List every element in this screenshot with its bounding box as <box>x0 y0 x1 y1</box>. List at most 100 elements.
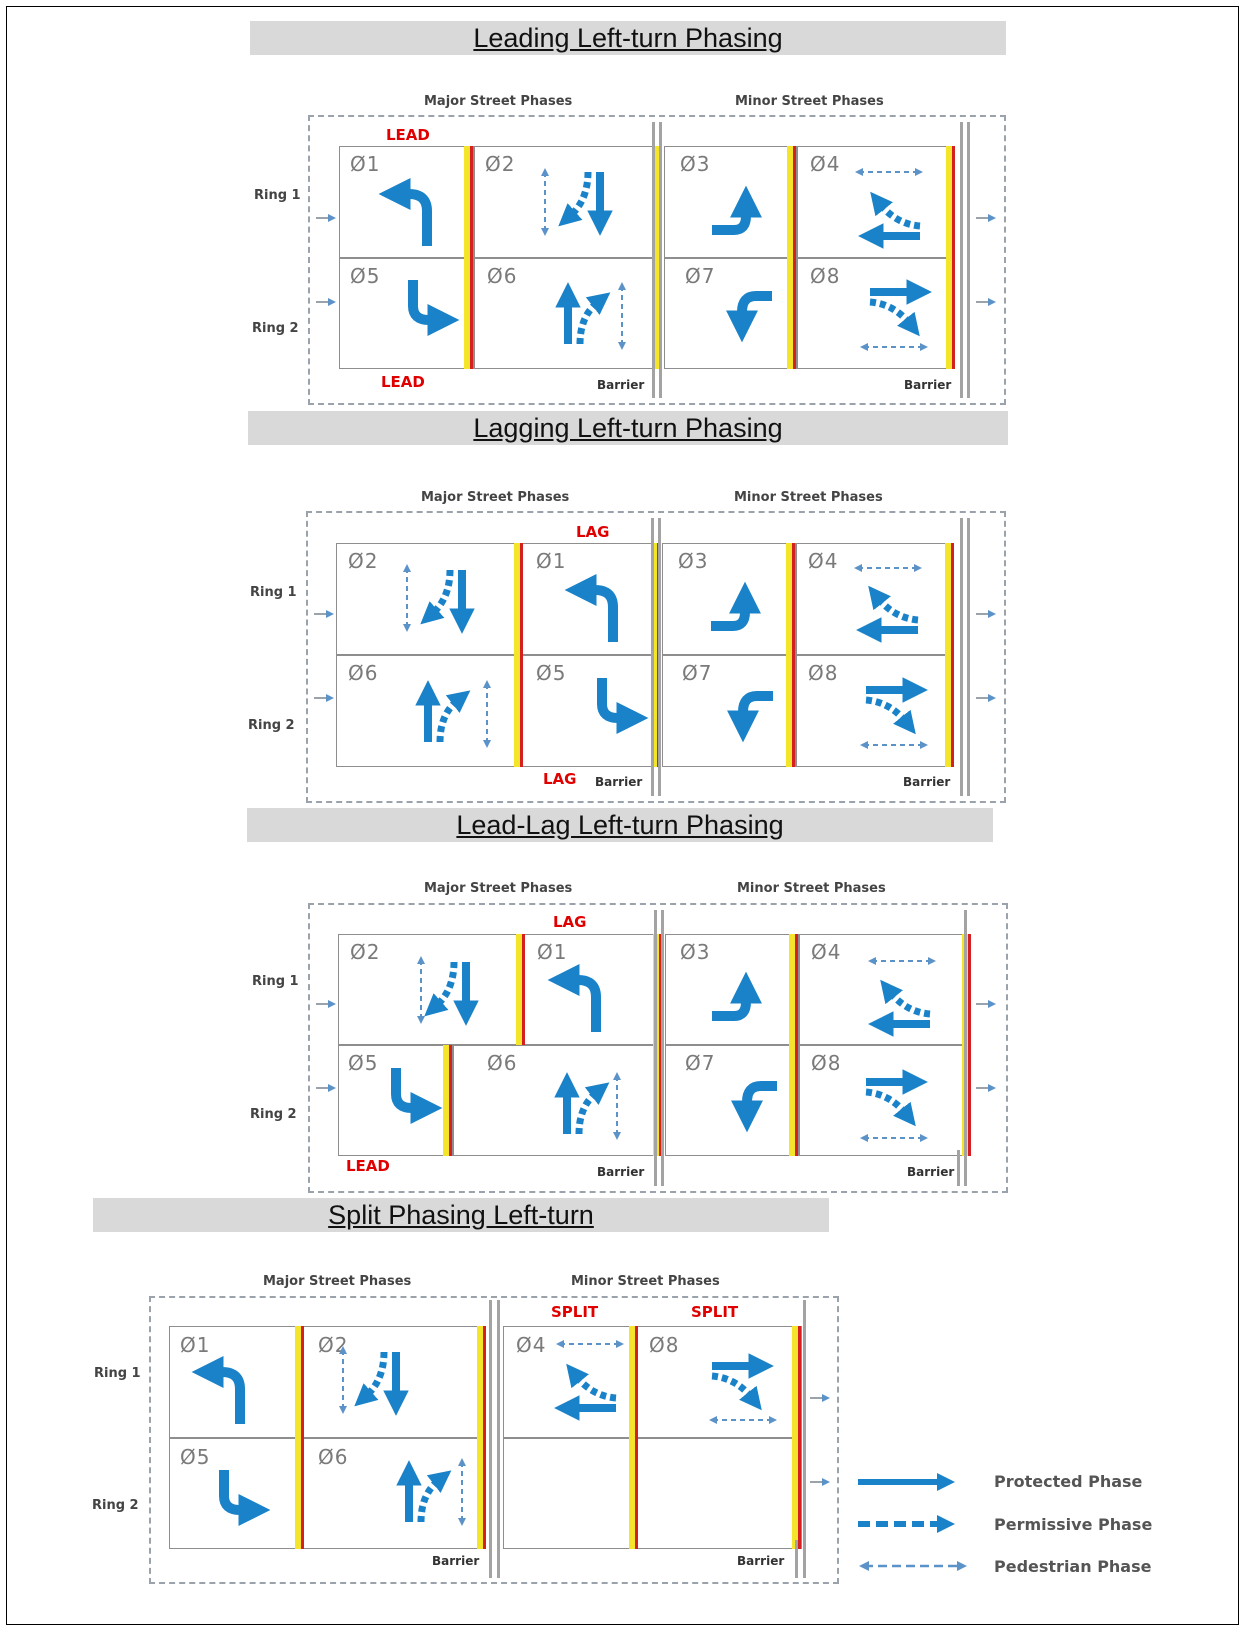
phase-number: Ø5 <box>350 264 381 288</box>
phase-number: Ø2 <box>348 549 379 573</box>
section-banner-split: Split Phasing Left-turn <box>93 1198 829 1232</box>
change-interval-bar <box>946 146 955 369</box>
phase-number: Ø1 <box>536 549 567 573</box>
split-label: SPLIT <box>691 1303 739 1321</box>
barrier-line <box>967 122 970 398</box>
ring2-label: Ring 2 <box>92 1498 139 1513</box>
split-label: SPLIT <box>551 1303 599 1321</box>
figure-frame <box>6 6 1239 1625</box>
section-banner-leadlag: Lead-Lag Left-turn Phasing <box>247 808 993 842</box>
phase-cell <box>338 934 524 1045</box>
barrier-line <box>489 1300 492 1578</box>
phase-number: Ø8 <box>808 661 839 685</box>
major-street-label: Major Street Phases <box>424 94 573 109</box>
barrier-label: Barrier <box>597 1165 645 1179</box>
change-interval-bar <box>653 934 662 1156</box>
barrier-label: Barrier <box>597 378 645 392</box>
phase-number: Ø1 <box>350 152 381 176</box>
phase-number: Ø2 <box>485 152 516 176</box>
barrier-line <box>652 122 655 398</box>
section-title: Leading Left-turn Phasing <box>473 22 783 53</box>
change-interval-bar <box>464 146 473 369</box>
change-interval-bar <box>443 1045 452 1156</box>
change-interval-bar <box>477 1326 486 1549</box>
phase-number: Ø4 <box>810 152 841 176</box>
barrier-line <box>795 1540 798 1578</box>
phase-number: Ø8 <box>810 264 841 288</box>
phase-number: Ø3 <box>680 940 711 964</box>
phase-cell <box>637 1438 802 1549</box>
phase-number: Ø1 <box>180 1333 211 1357</box>
phase-number: Ø3 <box>678 549 709 573</box>
section-title: Split Phasing Left-turn <box>328 1199 594 1230</box>
lag-label-top: LAG <box>553 913 587 931</box>
minor-street-label: Minor Street Phases <box>571 1274 720 1289</box>
barrier-line <box>960 122 963 398</box>
lead-label-bottom: LEAD <box>381 373 425 391</box>
change-interval-bar <box>295 1326 304 1549</box>
phase-cell <box>474 146 654 258</box>
phase-number: Ø3 <box>680 152 711 176</box>
phase-number: Ø6 <box>487 1051 518 1075</box>
major-street-label: Major Street Phases <box>263 1274 412 1289</box>
phase-number: Ø8 <box>649 1333 680 1357</box>
phase-number: Ø2 <box>350 940 381 964</box>
phase-number: Ø6 <box>487 264 518 288</box>
ring1-label: Ring 1 <box>250 585 297 600</box>
section-banner-lagging: Lagging Left-turn Phasing <box>248 411 1008 445</box>
phase-number: Ø7 <box>685 1051 716 1075</box>
phase-number: Ø1 <box>537 940 568 964</box>
ring-loop-outline <box>306 511 1006 803</box>
phase-cell <box>503 1438 637 1549</box>
phase-number: Ø7 <box>682 661 713 685</box>
legend-permissive-label: Permissive Phase <box>994 1515 1153 1534</box>
section-title: Lead-Lag Left-turn Phasing <box>456 809 784 840</box>
phase-number: Ø5 <box>348 1051 379 1075</box>
change-interval-bar <box>945 543 954 767</box>
barrier-line <box>659 122 662 398</box>
barrier-line <box>967 518 970 796</box>
phase-cell <box>303 1438 485 1549</box>
major-street-label: Major Street Phases <box>424 881 573 896</box>
lead-label-top: LEAD <box>386 126 430 144</box>
barrier-label: Barrier <box>907 1165 955 1179</box>
phase-number: Ø4 <box>516 1333 547 1357</box>
barrier-line <box>651 518 654 796</box>
barrier-label: Barrier <box>737 1554 785 1568</box>
ring-loop-outline <box>308 903 1008 1193</box>
change-interval-bar <box>514 543 523 767</box>
barrier-line <box>654 910 657 1186</box>
section-title: Lagging Left-turn Phasing <box>473 412 783 443</box>
barrier-label: Barrier <box>432 1554 480 1568</box>
minor-street-label: Minor Street Phases <box>734 490 883 505</box>
lag-label-top: LAG <box>576 523 610 541</box>
ring-loop-outline <box>149 1296 839 1584</box>
ring-loop-outline <box>308 115 1006 405</box>
ring2-label: Ring 2 <box>250 1107 297 1122</box>
barrier-line <box>658 518 661 796</box>
phase-number: Ø8 <box>811 1051 842 1075</box>
barrier-line <box>964 910 967 1186</box>
lead-label-bottom: LEAD <box>346 1157 390 1175</box>
minor-street-label: Minor Street Phases <box>737 881 886 896</box>
phase-cell <box>664 146 797 258</box>
barrier-line <box>960 518 963 796</box>
barrier-line <box>497 1300 500 1578</box>
ring2-label: Ring 2 <box>252 321 299 336</box>
change-interval-bar <box>789 934 798 1156</box>
phase-number: Ø2 <box>318 1333 349 1357</box>
phase-number: Ø6 <box>318 1445 349 1469</box>
section-banner-leading: Leading Left-turn Phasing <box>250 21 1006 55</box>
phase-number: Ø5 <box>536 661 567 685</box>
change-interval-bar <box>629 1326 638 1549</box>
barrier-label: Barrier <box>595 775 643 789</box>
barrier-line <box>957 1150 960 1186</box>
major-street-label: Major Street Phases <box>421 490 570 505</box>
ring2-label: Ring 2 <box>248 718 295 733</box>
legend-pedestrian-label: Pedestrian Phase <box>994 1557 1152 1576</box>
change-interval-bar <box>792 1326 801 1549</box>
phase-cell <box>453 1045 655 1156</box>
phase-number: Ø4 <box>811 940 842 964</box>
change-interval-bar <box>787 146 796 369</box>
barrier-line <box>661 910 664 1186</box>
